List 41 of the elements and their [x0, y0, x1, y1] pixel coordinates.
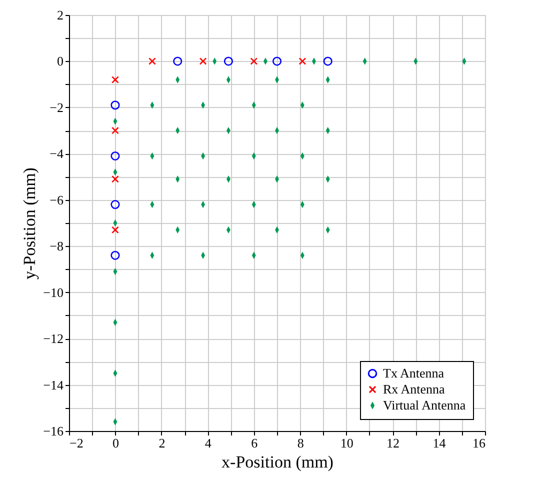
x-tick-label: 12 [386, 436, 400, 450]
x-tick-label: 0 [112, 436, 119, 450]
point [112, 226, 119, 234]
point [272, 56, 282, 66]
point [173, 56, 182, 66]
x-tick-label: 8 [297, 436, 304, 450]
y-tick-label: −16 [43, 424, 64, 438]
x-tick-label: 16 [472, 436, 486, 450]
y-tick-label: −10 [43, 284, 64, 300]
x-tick-label: −2 [70, 436, 84, 450]
x-tick-label: 4 [204, 436, 212, 450]
y-tick-label: −2 [50, 100, 64, 115]
point [112, 175, 119, 183]
x-axis-title: x-Position (mm) [222, 452, 334, 472]
y-tick-label: −6 [50, 192, 64, 208]
x-tick-label: 14 [432, 436, 446, 450]
point [110, 100, 120, 110]
point [298, 58, 306, 65]
y-tick-label: −14 [43, 377, 64, 392]
x-tick-label: 2 [158, 436, 166, 450]
point [199, 58, 207, 65]
legend-label: Tx Antenna [383, 366, 444, 380]
point [224, 56, 233, 66]
point [112, 76, 119, 84]
point [110, 200, 120, 210]
legend-label: Rx Antenna [383, 382, 445, 396]
point [148, 58, 156, 65]
y-tick-label: 0 [57, 54, 64, 69]
point [110, 250, 120, 260]
point [250, 58, 258, 65]
y-tick-label: −8 [50, 238, 64, 254]
point [323, 56, 332, 66]
point [110, 151, 120, 160]
y-axis-title: y-Position (mm) [20, 168, 40, 280]
y-tick-label: 2 [57, 8, 64, 22]
y-tick-label: −12 [43, 331, 64, 346]
x-tick-label: 6 [251, 436, 258, 450]
y-tick-label: −4 [50, 146, 64, 162]
point [112, 126, 119, 134]
x-tick-label: 10 [340, 436, 354, 450]
legend-label: Virtual Antenna [383, 398, 466, 412]
